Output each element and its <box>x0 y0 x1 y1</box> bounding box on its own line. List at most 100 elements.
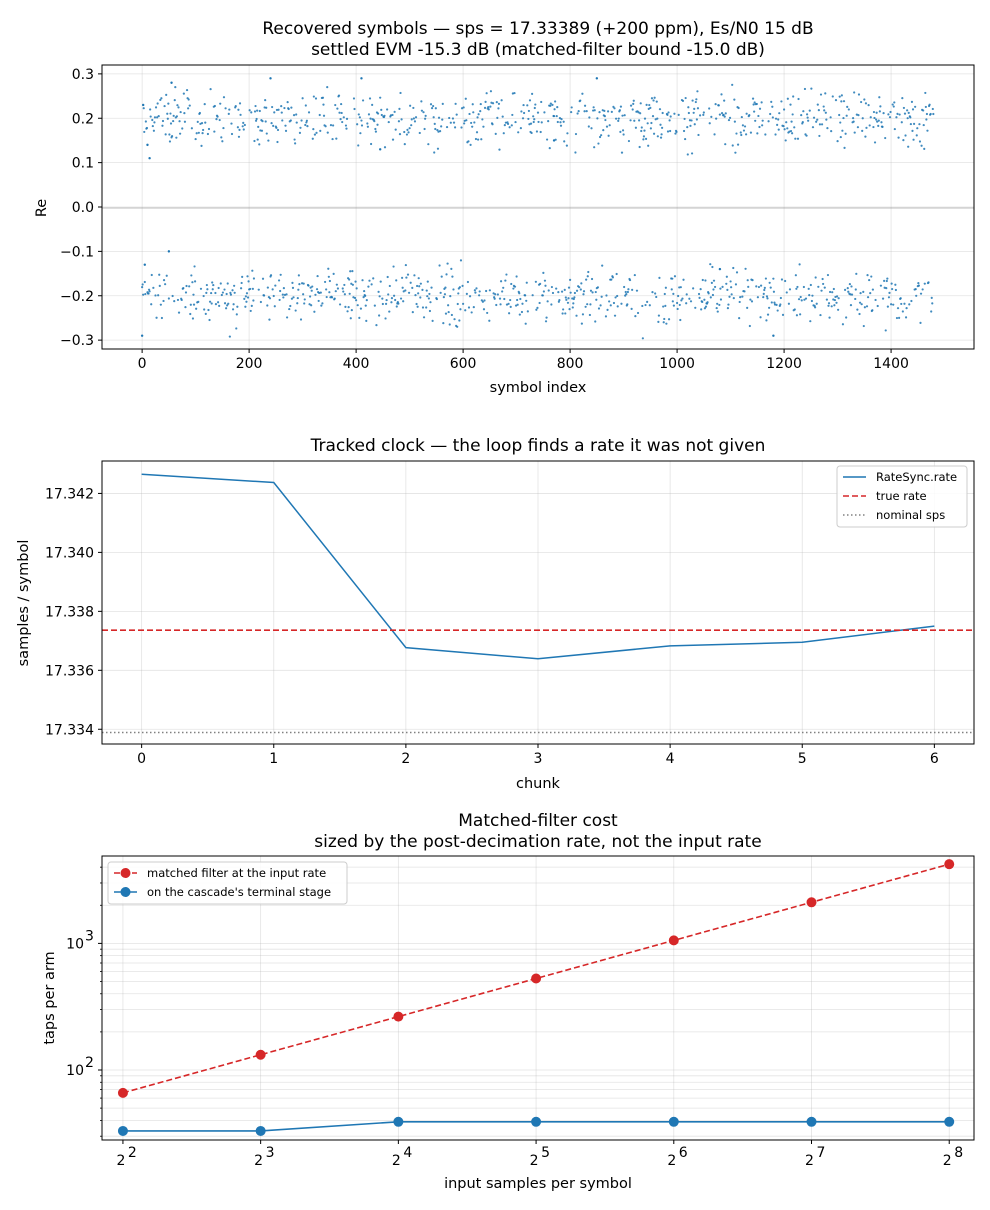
symbol-point <box>609 304 612 307</box>
symbol-point <box>403 143 406 146</box>
symbol-point <box>157 115 160 118</box>
symbol-point <box>229 293 233 296</box>
symbol-point <box>266 304 269 307</box>
symbol-point <box>713 285 717 289</box>
symbol-point <box>699 287 702 291</box>
symbol-point <box>735 271 739 274</box>
symbol-point <box>726 288 729 291</box>
symbol-point <box>771 105 774 108</box>
symbol-point <box>465 119 468 122</box>
symbol-point <box>178 120 181 123</box>
symbol-point <box>239 287 243 290</box>
symbol-point <box>643 129 646 132</box>
symbol-point <box>438 264 441 267</box>
symbol-point <box>145 126 149 130</box>
symbol-point <box>725 282 728 285</box>
symbol-point <box>505 273 508 276</box>
symbol-point <box>355 287 358 290</box>
symbol-point <box>301 97 304 100</box>
symbol-point <box>895 116 898 119</box>
scatter-x-tick-label: 1200 <box>766 356 802 372</box>
symbol-point <box>424 114 427 117</box>
symbol-point <box>349 317 352 320</box>
symbol-point <box>176 104 179 107</box>
symbol-point <box>280 111 283 114</box>
symbol-point <box>519 127 522 130</box>
symbol-point <box>887 296 891 299</box>
legend-label-ratesync: RateSync.rate <box>876 470 957 484</box>
symbol-point <box>429 301 432 304</box>
cost-legend-box <box>107 861 348 905</box>
symbol-point <box>395 279 398 282</box>
scatter-y-tick: −0.3 <box>60 333 102 349</box>
symbol-point <box>544 320 548 323</box>
symbol-point <box>840 100 843 103</box>
symbol-point <box>258 109 261 113</box>
symbol-point <box>334 290 337 293</box>
symbol-point <box>564 312 567 315</box>
symbol-point <box>648 304 651 307</box>
symbol-point <box>902 139 905 142</box>
symbol-point <box>590 277 594 281</box>
symbol-point <box>808 294 811 297</box>
symbol-point <box>316 274 319 278</box>
symbol-point <box>203 308 206 311</box>
symbol-point <box>636 311 640 315</box>
symbol-point <box>424 117 427 120</box>
clock-y-tick-label: 17.336 <box>45 663 94 679</box>
scatter-y-tick-label: 0.2 <box>72 111 94 127</box>
symbol-point <box>448 116 451 120</box>
symbol-point <box>610 278 613 281</box>
symbol-point <box>684 96 687 100</box>
symbol-point <box>533 118 536 121</box>
symbol-point <box>312 128 315 131</box>
symbol-point <box>183 112 186 115</box>
clock-y-tick: 17.334 <box>45 722 102 738</box>
symbol-point <box>545 316 548 319</box>
clock-x-label: chunk <box>516 776 561 792</box>
symbol-point <box>290 106 293 109</box>
symbol-point <box>387 120 390 124</box>
symbol-point <box>804 297 808 300</box>
scatter-x-label: symbol index <box>490 380 587 396</box>
symbol-point <box>550 285 554 289</box>
symbol-point <box>603 109 606 112</box>
symbol-point <box>503 124 506 127</box>
symbol-point <box>391 138 395 141</box>
symbol-point <box>753 101 756 104</box>
symbol-point <box>417 292 420 295</box>
symbol-point <box>588 116 591 119</box>
symbol-point <box>824 111 827 114</box>
symbol-point <box>455 113 458 116</box>
clock-legend: RateSync.rate true rate nominal sps <box>836 465 968 528</box>
symbol-point <box>568 278 572 281</box>
symbol-point <box>718 267 722 271</box>
symbol-point <box>309 295 312 298</box>
scatter-y-tick: −0.1 <box>60 244 102 260</box>
clock-x-tick-label: 6 <box>930 751 939 767</box>
symbol-point <box>481 118 484 121</box>
symbol-point <box>445 273 448 276</box>
symbol-point <box>327 267 330 270</box>
cost-x-tick-base: 2 <box>805 1153 814 1169</box>
symbol-point <box>244 295 248 298</box>
symbol-point <box>338 303 342 306</box>
symbol-point <box>679 286 682 289</box>
symbol-point <box>219 102 222 105</box>
symbol-point <box>159 98 162 102</box>
symbol-point <box>358 116 361 119</box>
symbol-point <box>166 117 169 120</box>
symbol-point <box>193 265 196 268</box>
symbol-point <box>444 312 448 315</box>
symbol-point <box>167 102 170 105</box>
symbol-point <box>386 108 389 111</box>
scatter-y-tick-label: 0.3 <box>72 67 94 83</box>
clock-x-tick: 6 <box>930 744 939 767</box>
symbol-point <box>608 300 611 303</box>
symbol-point <box>885 279 888 283</box>
symbol-point <box>816 118 819 121</box>
terminal-stage-marker <box>944 1116 955 1127</box>
symbol-point <box>683 117 686 121</box>
symbol-point <box>846 287 849 290</box>
